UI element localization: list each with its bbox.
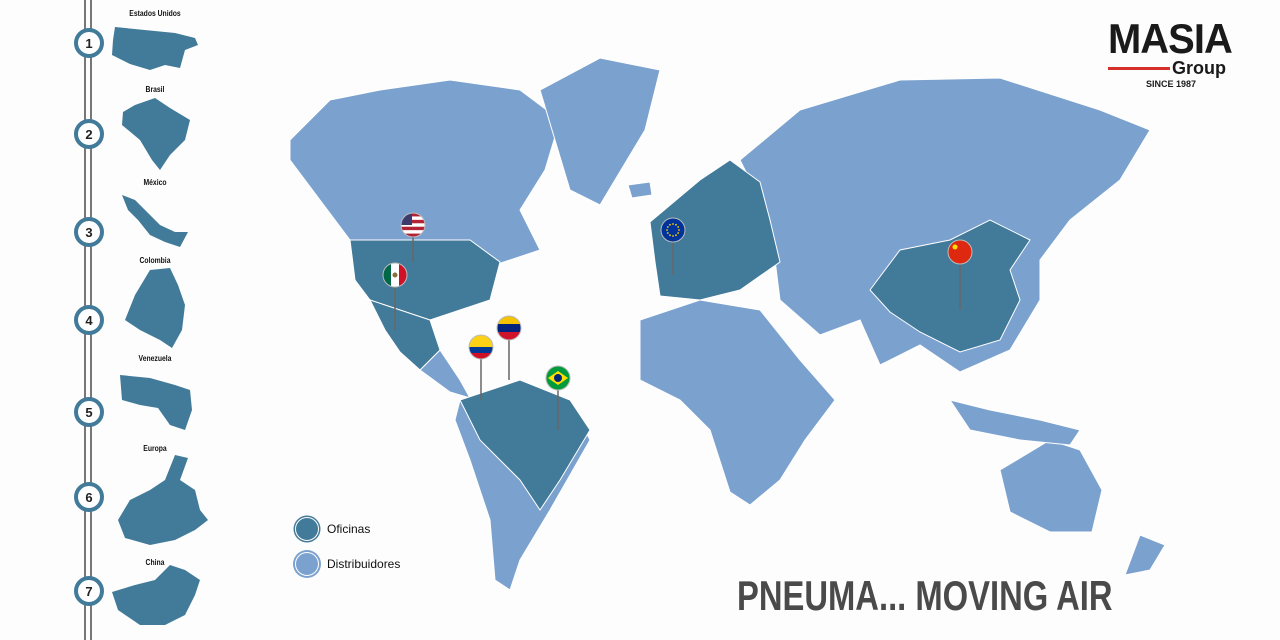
step-badge: 7 [74,576,104,606]
legend-offices-label: Oficinas [327,522,371,536]
step-badge: 1 [74,28,104,58]
legend-distributors: Distribuidores [295,552,400,576]
logo-group: Group [1172,58,1226,78]
masia-logo: MASIA Group SINCE 1987 [1108,15,1248,89]
colombia-thumbnail [125,268,185,348]
venezuela-flag-icon [497,316,521,340]
legend-offices: Oficinas [295,517,370,541]
brazil-flag-icon [546,366,570,390]
china-thumbnail [112,565,200,625]
country-label: Brasil [145,85,165,94]
step-badge: 5 [74,397,104,427]
brazil-thumbnail [122,98,190,170]
usa-flag-icon [401,213,425,237]
distributors-swatch-icon [295,552,319,576]
country-label: Estados Unidos [129,9,181,18]
tagline: PNEUMA... MOVING AIR [737,572,1113,619]
offices-swatch-icon [295,517,319,541]
country-label: Europa [143,444,167,453]
canada-alaska [289,79,561,271]
africa [639,299,836,506]
colombia-flag-icon [469,335,493,359]
russia-asia [739,77,1151,373]
logo-since: SINCE 1987 [1146,79,1197,89]
mexico-region [369,299,441,371]
china-flag-icon [948,240,972,264]
country-label: China [145,558,165,567]
office-pins [382,212,973,430]
china-region [869,219,1031,353]
greenland [539,57,661,206]
venezuela-flag-pin [496,315,522,380]
logo-red-bar [1108,67,1170,70]
mexico-flag-icon [383,263,407,287]
usa-thumbnail [112,27,198,70]
colombia-flag-pin [468,334,494,400]
usa-region [349,239,501,321]
europe-region [649,159,781,301]
brazil-flag-pin [545,365,571,430]
legend-distributors-label: Distribuidores [327,557,401,571]
timeline-country-thumbnails [112,27,208,625]
country-label: Colombia [139,256,171,265]
country-label: México [143,178,167,187]
step-badge: 6 [74,482,104,512]
australia [999,439,1103,533]
iceland [627,181,653,199]
mexico-thumbnail [122,195,188,247]
europe-thumbnail [118,455,208,545]
china-flag-pin [947,239,973,310]
usa-flag-pin [400,212,426,262]
new-zealand [1124,534,1166,576]
step-badge: 3 [74,217,104,247]
venezuela-thumbnail [120,375,192,430]
country-label: Venezuela [138,354,172,363]
indonesia [948,399,1081,446]
step-badge: 4 [74,305,104,335]
office-regions [349,159,1031,511]
step-badge: 2 [74,119,104,149]
mexico-flag-pin [382,262,408,330]
eu-flag-pin [660,217,686,275]
logo-brand: MASIA [1108,15,1233,62]
eu-flag-icon [661,218,685,242]
distributor-regions [289,57,1166,591]
